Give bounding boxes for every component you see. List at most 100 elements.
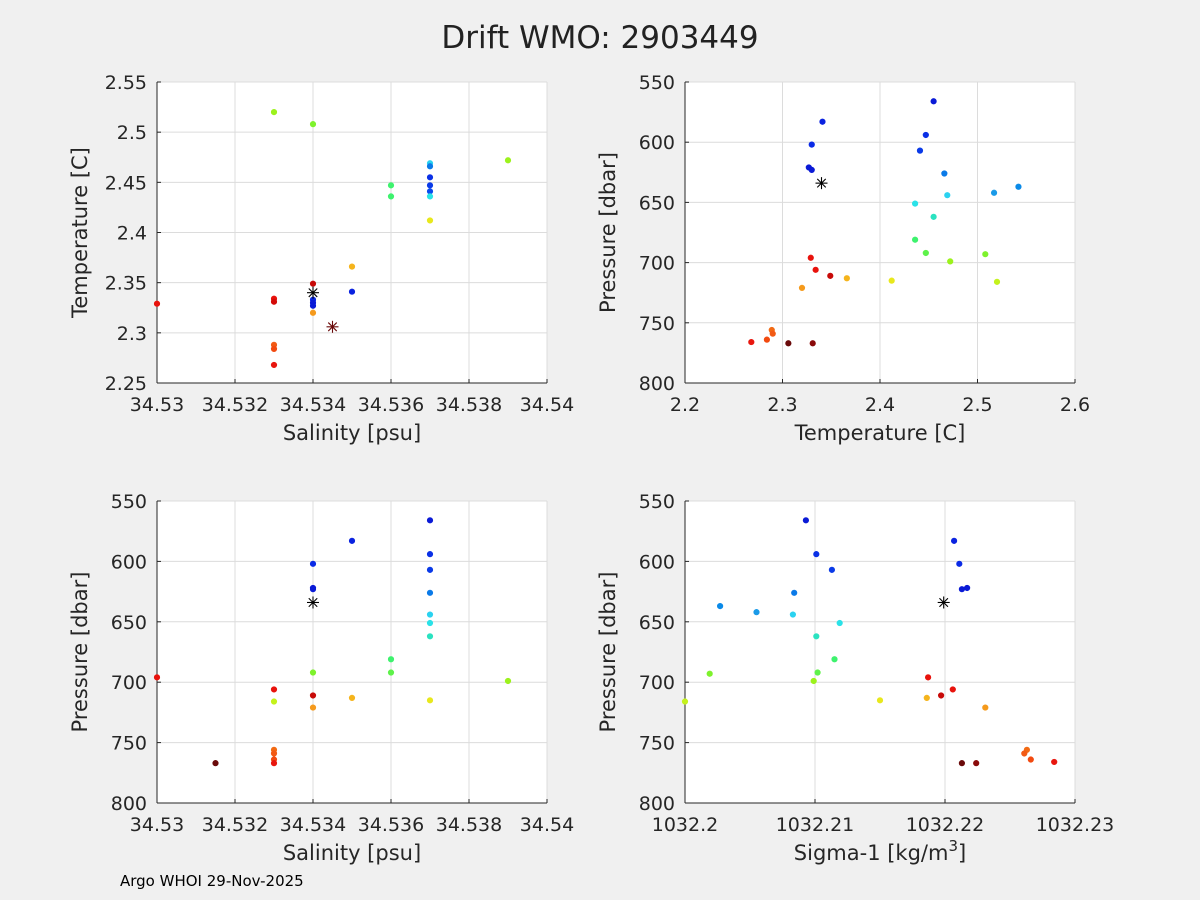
data-point [836,619,843,627]
y-tick-label: 650 [639,612,675,634]
x-tick-label: 1032.22 [906,814,985,836]
data-point [819,118,826,125]
data-point [813,551,820,558]
data-points [153,108,512,369]
y-tick-label: 2.4 [117,223,147,245]
x-tick-label: 34.534 [280,394,346,416]
data-point [944,192,951,199]
data-point [982,251,989,258]
data-point [426,619,434,627]
y-tick-label: 650 [111,612,147,634]
data-point [309,560,317,567]
data-point [958,760,966,767]
x-tick-label: 34.53 [130,394,184,416]
data-point [1015,183,1022,190]
data-point [763,336,771,343]
y-axis-label: Pressure [dbar] [596,572,620,733]
y-tick-label: 800 [639,793,675,815]
current-position-marker [307,596,319,609]
y-tick-label: 700 [639,253,675,275]
data-point [924,674,932,681]
x-tick-label: 2.2 [670,394,700,416]
data-point [716,602,724,610]
data-point [911,236,919,243]
data-point [348,288,356,295]
data-point [681,698,689,705]
x-tick-label: 34.54 [520,394,574,416]
data-point [843,275,850,282]
y-tick-label: 750 [111,733,147,755]
data-point [812,266,819,273]
y-tick-label: 800 [639,373,675,395]
data-point [426,163,434,170]
data-point [982,704,989,711]
data-point [309,586,317,593]
x-tick-label: 2.3 [767,394,797,416]
data-point [270,686,278,693]
x-tick-label: 2.5 [962,394,992,416]
data-point [947,258,954,265]
data-points [153,517,512,767]
data-point [802,517,810,524]
subplot-1: 34.53 34.532 34.534 34.536 34.538 34.54 2.25 2.… [68,72,574,445]
y-tick-label: 700 [111,672,147,694]
data-point [937,692,945,699]
marker-stroke [308,597,318,608]
data-point [504,157,512,164]
x-axis-label: Salinity [psu] [283,421,421,445]
data-point [876,697,884,704]
data-point [348,694,356,702]
data-point [785,340,792,347]
y-tick-label: 2.35 [105,273,147,295]
current-position-marker [937,596,950,609]
data-point [911,200,919,207]
data-point [309,692,317,699]
x-tick-label: 1032.21 [776,814,855,836]
data-point [791,589,798,596]
data-point [808,166,815,173]
data-point [426,566,434,573]
data-point [993,278,1001,285]
marker-stroke [308,288,318,298]
figure-title: Drift WMO: 2903449 [441,20,758,56]
data-point [426,551,434,558]
data-point [309,302,317,309]
y-tick-label: 750 [639,313,675,335]
data-point [426,697,434,704]
y-tick-label: 550 [639,72,675,94]
data-point [941,170,948,177]
data-point [348,263,356,270]
data-point [748,338,755,346]
data-point [153,300,161,307]
panels: 34.53 34.532 34.534 34.536 34.538 34.54 2.25 2.… [68,72,1114,865]
data-point [827,272,834,279]
y-axis-label: Pressure [dbar] [68,572,92,733]
data-point [1021,750,1028,757]
data-point [309,704,317,711]
current-position-marker [326,320,339,333]
marker-stroke [816,178,827,188]
data-point [426,589,434,596]
data-point [810,677,817,685]
x-tick-label: 34.538 [436,814,502,836]
y-tick-label: 550 [111,491,147,513]
data-point [387,193,395,200]
data-point [958,586,966,593]
y-tick-label: 2.25 [105,373,147,395]
data-point [963,584,971,592]
y-tick-label: 600 [639,132,675,154]
data-point [769,330,776,337]
x-tick-label: 34.536 [358,394,424,416]
data-point [1051,758,1058,766]
data-point [808,141,815,148]
marker-stroke [939,597,949,608]
data-point [426,193,434,200]
data-point [990,189,998,196]
y-axis-label: Temperature [C] [68,147,92,319]
y-axis-label: Pressure [dbar] [596,152,620,313]
data-point [956,560,963,567]
data-point [270,345,278,352]
data-point [706,670,713,677]
x-axis-label: Sigma-1 [kg/m3] [794,837,966,865]
data-point [949,686,956,693]
